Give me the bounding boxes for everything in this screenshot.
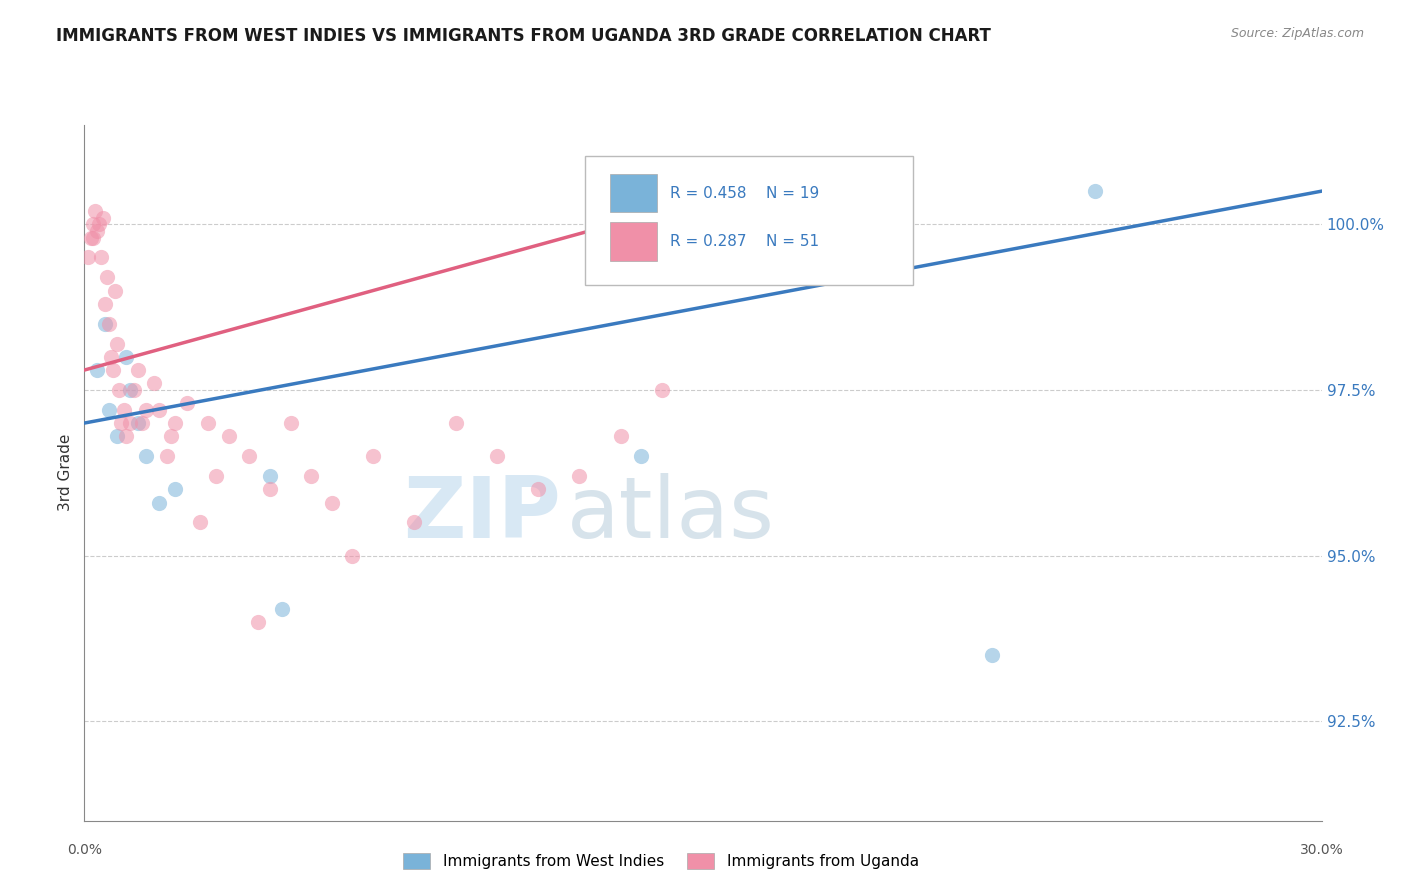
Point (160, 429, 183, 443)
Point (77, 251, 100, 265)
Point (98, 317, 121, 331)
Point (105, 336, 128, 351)
Point (246, 615, 269, 629)
Point (361, 449, 384, 463)
Point (94, 297, 117, 311)
Point (609, 429, 631, 443)
Point (568, 469, 591, 483)
Point (205, 469, 228, 483)
Point (176, 396, 198, 410)
Point (82, 217, 104, 231)
Y-axis label: 3rd Grade: 3rd Grade (58, 434, 73, 511)
Point (342, 549, 364, 563)
Point (135, 402, 157, 417)
Point (104, 284, 127, 298)
Point (86, 363, 108, 377)
Point (165, 483, 187, 497)
Point (114, 350, 136, 364)
Point (630, 449, 652, 463)
Point (110, 416, 132, 430)
Point (90, 251, 112, 265)
Point (79, 230, 101, 244)
Point (271, 601, 294, 615)
Point (197, 416, 219, 430)
Point (122, 383, 145, 397)
Point (91, 211, 114, 225)
Point (135, 449, 157, 463)
Point (131, 416, 153, 430)
Point (280, 416, 302, 430)
FancyBboxPatch shape (585, 156, 914, 285)
Text: 30.0%: 30.0% (1299, 843, 1344, 857)
Point (83, 204, 105, 219)
Legend: Immigrants from West Indies, Immigrants from Uganda: Immigrants from West Indies, Immigrants … (396, 847, 925, 875)
Point (218, 429, 240, 443)
Point (118, 416, 141, 430)
Text: ZIP: ZIP (404, 473, 561, 556)
Point (87, 217, 110, 231)
Point (165, 416, 187, 430)
Point (259, 483, 281, 497)
Point (156, 449, 179, 463)
Point (114, 429, 136, 443)
Point (94, 317, 117, 331)
Text: Source: ZipAtlas.com: Source: ZipAtlas.com (1230, 27, 1364, 40)
Point (127, 363, 149, 377)
Point (1084, 184, 1107, 198)
Point (96, 270, 118, 285)
Point (188, 516, 211, 530)
Point (86, 224, 108, 238)
Point (98, 402, 121, 417)
Text: R = 0.287    N = 51: R = 0.287 N = 51 (669, 235, 818, 249)
Point (105, 429, 128, 443)
Point (112, 402, 135, 417)
Point (444, 416, 467, 430)
Point (321, 495, 343, 509)
Point (238, 449, 260, 463)
Point (103, 363, 125, 377)
Point (108, 383, 131, 397)
FancyBboxPatch shape (610, 222, 657, 260)
Text: R = 0.458    N = 19: R = 0.458 N = 19 (669, 186, 818, 201)
FancyBboxPatch shape (610, 174, 657, 212)
Point (82, 230, 104, 244)
Point (651, 383, 673, 397)
Point (118, 383, 141, 397)
Point (980, 648, 1002, 662)
Point (127, 416, 149, 430)
Point (485, 449, 508, 463)
Point (100, 350, 122, 364)
Text: atlas: atlas (567, 473, 775, 556)
Point (527, 483, 550, 497)
Point (148, 402, 170, 417)
Point (404, 516, 426, 530)
Point (299, 469, 322, 483)
Text: 0.0%: 0.0% (67, 843, 101, 857)
Point (259, 469, 281, 483)
Point (143, 376, 166, 391)
Text: IMMIGRANTS FROM WEST INDIES VS IMMIGRANTS FROM UGANDA 3RD GRADE CORRELATION CHAR: IMMIGRANTS FROM WEST INDIES VS IMMIGRANT… (56, 27, 991, 45)
Point (148, 495, 170, 509)
